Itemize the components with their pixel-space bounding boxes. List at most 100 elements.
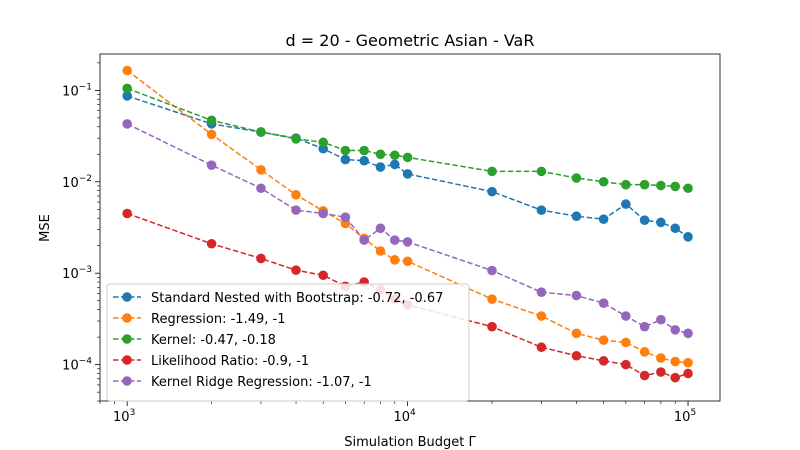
- data-point: [683, 232, 693, 242]
- legend-marker: [122, 292, 132, 302]
- data-point: [536, 342, 547, 353]
- data-point: [656, 180, 666, 191]
- data-point: [402, 169, 413, 179]
- data-point: [598, 335, 609, 345]
- data-point: [683, 357, 693, 368]
- data-point: [487, 186, 497, 197]
- data-point: [256, 165, 266, 175]
- data-point: [621, 311, 631, 321]
- data-point: [206, 115, 217, 126]
- data-point: [340, 154, 351, 165]
- data-point: [571, 350, 582, 361]
- legend-label: Likelihood Ratio: -0.9, -1: [151, 354, 309, 369]
- data-point: [122, 208, 132, 219]
- data-point: [639, 347, 650, 357]
- legend-marker: [122, 313, 132, 323]
- data-point: [487, 294, 497, 304]
- series-layer: [122, 65, 693, 383]
- legend-label: Kernel Ridge Regression: -1.07, -1: [151, 375, 372, 390]
- data-point: [375, 246, 386, 256]
- y-tick-label: 10−4: [62, 357, 92, 374]
- data-point: [359, 155, 369, 166]
- data-point: [291, 190, 301, 200]
- data-point: [656, 217, 666, 228]
- data-point: [639, 179, 650, 190]
- data-point: [536, 166, 547, 177]
- data-point: [206, 160, 217, 170]
- data-point: [571, 173, 582, 183]
- data-point: [359, 235, 369, 245]
- data-point: [639, 321, 650, 332]
- data-point: [340, 212, 351, 222]
- data-point: [402, 152, 413, 163]
- series-2: [122, 65, 693, 368]
- x-axis-label: Simulation Budget Γ: [344, 435, 476, 450]
- data-point: [206, 129, 217, 140]
- data-point: [639, 370, 650, 381]
- data-point: [291, 205, 301, 215]
- data-point: [571, 290, 582, 301]
- data-point: [621, 179, 631, 190]
- data-point: [389, 255, 400, 265]
- data-point: [375, 149, 386, 160]
- data-point: [256, 183, 266, 194]
- data-point: [598, 356, 609, 366]
- series-3: [122, 83, 693, 194]
- data-point: [375, 223, 386, 234]
- data-point: [122, 119, 132, 129]
- data-point: [683, 183, 693, 194]
- legend-label: Standard Nested with Bootstrap: -0.72, -…: [151, 291, 443, 306]
- chart-title: d = 20 - Geometric Asian - VaR: [286, 31, 535, 50]
- data-point: [402, 256, 413, 267]
- data-point: [389, 159, 400, 170]
- data-point: [389, 235, 400, 245]
- y-tick-label: 10−2: [62, 174, 92, 191]
- legend-marker: [122, 355, 132, 365]
- data-point: [656, 367, 666, 377]
- series-5: [122, 119, 693, 339]
- data-point: [670, 372, 681, 383]
- x-axis: 103 104 105: [99, 401, 696, 425]
- data-point: [122, 65, 132, 76]
- data-point: [122, 83, 132, 94]
- y-tick-label: 10−1: [62, 82, 92, 99]
- y-axis: 10−4 10−3 10−2 10−1: [62, 62, 100, 402]
- data-point: [670, 356, 681, 367]
- data-point: [536, 287, 547, 297]
- data-point: [536, 205, 547, 215]
- data-point: [670, 325, 681, 335]
- data-point: [670, 223, 681, 234]
- data-point: [598, 214, 609, 224]
- data-point: [318, 270, 328, 281]
- data-point: [571, 328, 582, 339]
- y-axis-label: MSE: [38, 214, 53, 242]
- data-point: [206, 238, 217, 249]
- data-point: [291, 134, 301, 144]
- data-point: [291, 265, 301, 275]
- legend-box: [106, 283, 470, 402]
- legend-label: Kernel: -0.47, -0.18: [151, 333, 276, 348]
- data-point: [487, 166, 497, 177]
- data-point: [656, 353, 666, 363]
- data-point: [375, 162, 386, 172]
- legend: Standard Nested with Bootstrap: -0.72, -…: [106, 283, 470, 402]
- x-tick-label: 103: [113, 408, 135, 425]
- legend-marker: [122, 334, 132, 344]
- data-point: [359, 145, 369, 156]
- data-point: [122, 91, 132, 101]
- x-tick-label: 104: [393, 408, 416, 425]
- data-point: [598, 298, 609, 308]
- data-point: [402, 237, 413, 247]
- data-point: [571, 211, 582, 222]
- data-point: [683, 368, 693, 379]
- y-tick-label: 10−3: [62, 265, 92, 282]
- data-point: [487, 321, 497, 332]
- data-point: [621, 337, 631, 348]
- data-point: [318, 137, 328, 148]
- data-point: [670, 181, 681, 192]
- data-point: [598, 176, 609, 187]
- data-point: [256, 127, 266, 137]
- data-point: [318, 208, 328, 219]
- data-point: [621, 359, 631, 370]
